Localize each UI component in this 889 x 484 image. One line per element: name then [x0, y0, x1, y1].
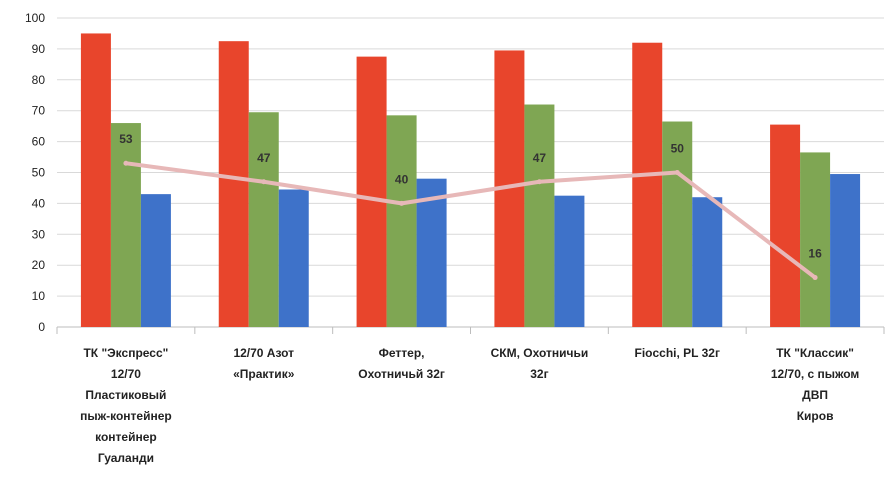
bar-series-3: [416, 178, 447, 327]
y-tick-label: 30: [32, 227, 46, 241]
line-data-label: 40: [395, 172, 409, 186]
category-label: пыж-контейнер: [80, 409, 172, 423]
y-tick-label: 10: [32, 289, 46, 303]
line-data-label: 47: [257, 151, 271, 165]
bar-series-2: [524, 104, 555, 328]
bar-series-2: [662, 121, 693, 327]
bar-series-2: [800, 152, 831, 327]
bar-series-1: [218, 41, 249, 328]
bar-series-3: [278, 189, 309, 327]
line-point: [536, 179, 542, 185]
category-label: 32г: [530, 367, 548, 381]
line-data-label: 47: [533, 151, 547, 165]
bar-series-1: [80, 33, 111, 327]
line-point: [674, 170, 680, 175]
category-label: контейнер: [95, 430, 157, 444]
line-point: [261, 179, 267, 185]
category-label: ТК "Классик": [776, 346, 854, 360]
bar-series-1: [356, 56, 387, 327]
bar-series-1: [770, 124, 801, 327]
line-point: [123, 160, 129, 166]
line-data-label: 53: [119, 132, 133, 146]
bar-series-3: [554, 195, 585, 327]
y-tick-label: 40: [32, 196, 46, 210]
category-label: ТК "Экспресс": [83, 346, 168, 360]
category-label: «Практик»: [233, 367, 295, 381]
category-label: Fiocchi, PL 32г: [635, 346, 720, 360]
line-point: [812, 275, 818, 281]
y-tick-label: 0: [38, 320, 45, 334]
bar-series-1: [632, 42, 663, 327]
line-series: [123, 161, 818, 280]
category-label: ДВП: [802, 388, 828, 402]
bar-series-3: [830, 174, 861, 327]
y-tick-label: 20: [32, 258, 46, 272]
bar-series-3: [692, 197, 723, 327]
category-label: СКМ, Охотничьи: [491, 346, 589, 360]
y-tick-label: 50: [32, 166, 46, 180]
category-label: 12/70: [111, 367, 141, 381]
category-label: 12/70 Азот: [233, 346, 294, 360]
category-label: Киров: [797, 409, 834, 423]
y-tick-label: 100: [25, 11, 45, 25]
y-tick-label: 80: [32, 73, 46, 87]
y-tick-label: 60: [32, 135, 46, 149]
category-label: Феттер,: [379, 346, 425, 360]
bar-series-2: [110, 123, 141, 327]
y-tick-label: 90: [32, 42, 46, 56]
line-data-label: 16: [808, 247, 822, 261]
bar-series-2: [248, 112, 279, 328]
y-tick-label: 70: [32, 104, 46, 118]
category-label: 12/70, с пыжом: [771, 367, 860, 381]
category-label: Пластиковый: [85, 388, 166, 402]
line-point: [399, 200, 405, 206]
category-label: Гуаланди: [98, 451, 154, 465]
category-label: Охотничьй 32г: [358, 367, 445, 381]
bar-series-2: [386, 115, 417, 328]
bar-series-3: [140, 194, 171, 327]
line-data-label: 50: [671, 142, 685, 156]
